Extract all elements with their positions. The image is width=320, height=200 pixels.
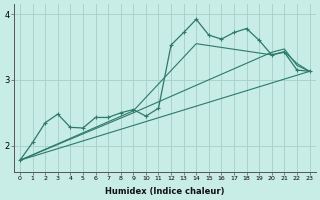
X-axis label: Humidex (Indice chaleur): Humidex (Indice chaleur) bbox=[105, 187, 225, 196]
